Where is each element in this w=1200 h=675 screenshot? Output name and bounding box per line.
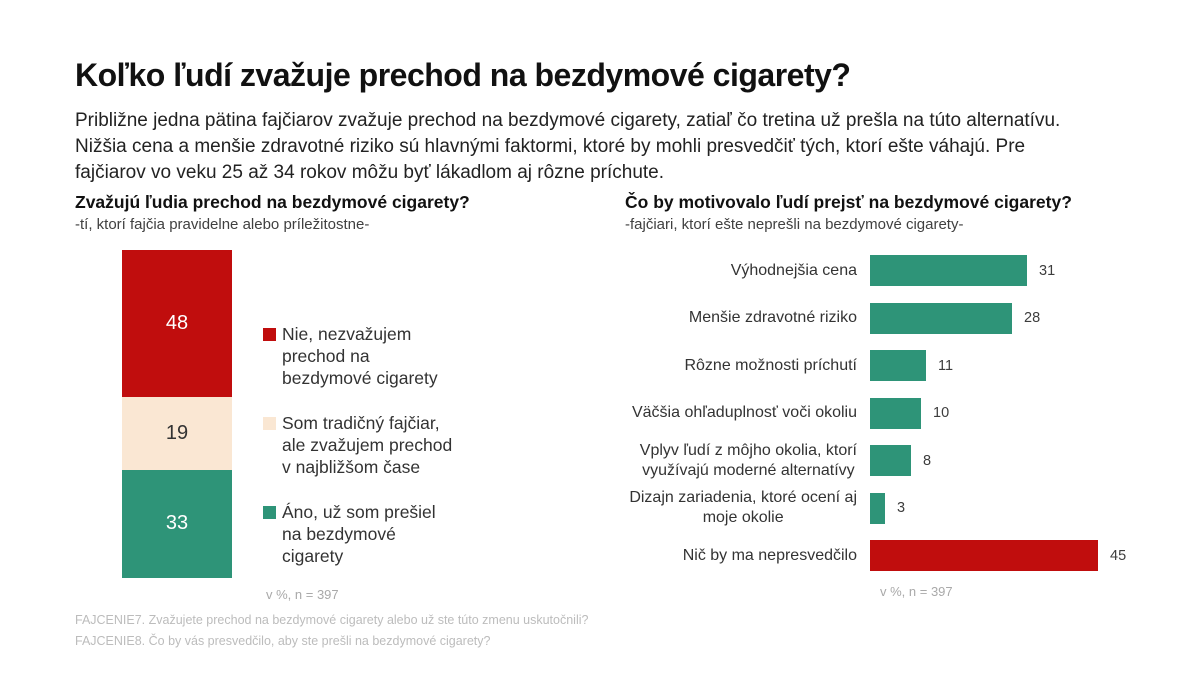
bar-value-label: 45: [1110, 547, 1127, 564]
legend-swatch-icon: [263, 328, 276, 341]
bar-track: 8: [870, 445, 1185, 476]
sample-note-left: v %, n = 397: [266, 587, 339, 602]
bar-row: Dizajn zariadenia, ktoré ocení aj moje ok…: [625, 489, 1185, 526]
bar-value-label: 28: [1024, 310, 1041, 326]
stacked-segment-2: 19: [122, 397, 232, 470]
bar-track: 11: [870, 350, 1185, 381]
bar-track: 45: [870, 540, 1185, 571]
bar-row: Rôzne možnosti príchutí 11: [625, 350, 1185, 381]
legend-item-label: Som tradičný fajčiar, ale zvažujem precho…: [282, 413, 453, 477]
bar-row: Vplyv ľudí z môjho okolia, ktorí využívaj…: [625, 442, 1185, 479]
bar-category-label: Dizajn zariadenia, ktoré ocení aj moje ok…: [629, 489, 857, 526]
legend-swatch-icon: [263, 417, 276, 430]
horizontal-bar-chart: Výhodnejšia cena 31 Menšie zdravotné rizik…: [625, 255, 1185, 588]
chart-legend: Nie, nezvažujem prechod na bezdymové cigar…: [263, 323, 488, 590]
bar-row: Väčšia ohľaduplnosť voči okoliu 10: [625, 397, 1185, 429]
bar-category-label: Nič by ma nepresvedčilo: [682, 546, 857, 564]
bar-value-label: 8: [923, 452, 932, 469]
bar-fill: [870, 397, 921, 429]
bar-row: Výhodnejšia cena 31: [625, 255, 1185, 286]
bar-track: 28: [870, 302, 1185, 334]
stacked-segment-3: 33: [122, 469, 232, 578]
bar-track: 10: [870, 397, 1185, 429]
page-title: Koľko ľudí zvažuje prechod na bezdymové …: [75, 57, 851, 93]
bar-fill: [870, 350, 926, 381]
motivation-chart-title: Čo by motivovalo ľudí prejsť na bezdymov…: [625, 192, 1072, 212]
survey-question-footnotes: FAJCENIE7. Zvažujete prechod na bezdymov…: [75, 610, 588, 652]
stacked-column-chart: 48 19 33: [122, 250, 232, 578]
bar-row: Nič by ma nepresvedčilo 45: [625, 540, 1185, 571]
stacked-segment-value: 48: [165, 312, 189, 335]
bar-category-label: Vplyv ľudí z môjho okolia, ktorí využívaj…: [639, 441, 857, 479]
bar-category-label: Menšie zdravotné riziko: [688, 309, 857, 326]
legend-item-1: Nie, nezvažujem prechod na bezdymové cigar…: [263, 323, 488, 389]
bar-fill: [870, 540, 1098, 571]
bar-value-label: 3: [897, 500, 906, 516]
bar-fill: [870, 255, 1027, 286]
bar-fill: [870, 445, 911, 476]
bar-track: 31: [870, 255, 1185, 286]
bar-value-label: 10: [933, 405, 950, 421]
stacked-segment-value: 19: [165, 421, 189, 444]
intro-paragraph: Približne jedna pätina fajčiarov zvažuje…: [75, 110, 1061, 183]
legend-item-2: Som tradičný fajčiar, ale zvažujem precho…: [263, 412, 488, 478]
bar-value-label: 31: [1039, 262, 1056, 279]
bar-category-label: Rôzne možnosti príchutí: [684, 356, 857, 374]
sample-note-right: v %, n = 397: [880, 584, 953, 599]
legend-swatch-icon: [263, 506, 276, 519]
stacked-segment-1: 48: [122, 250, 232, 398]
bar-category-label: Výhodnejšia cena: [730, 261, 857, 279]
consideration-chart-title: Zvažujú ľudia prechod na bezdymové cigar…: [75, 192, 470, 212]
legend-item-label: Nie, nezvažujem prechod na bezdymové cigar…: [282, 324, 438, 388]
consideration-chart-subtitle: -tí, ktorí fajčia pravidelne alebo príle…: [75, 216, 370, 233]
motivation-chart-subtitle: -fajčiari, ktorí ešte neprešli na bezdym…: [625, 216, 964, 233]
bar-value-label: 11: [938, 357, 954, 374]
legend-item-label: Áno, už som prešiel na bezdymové cigarety: [282, 502, 436, 566]
stacked-segment-value: 33: [165, 512, 189, 535]
footnote-fajcenie7: FAJCENIE7. Zvažujete prechod na bezdymov…: [75, 613, 589, 627]
bar-row: Menšie zdravotné riziko 28: [625, 302, 1185, 334]
bar-fill: [870, 492, 885, 524]
bar-track: 3: [870, 492, 1185, 524]
footnote-fajcenie8: FAJCENIE8. Čo by vás presvedčilo, aby st…: [75, 634, 491, 648]
bar-category-label: Väčšia ohľaduplnosť voči okoliu: [631, 404, 857, 421]
legend-item-3: Áno, už som prešiel na bezdymové cigarety: [263, 501, 488, 567]
bar-fill: [870, 302, 1012, 334]
